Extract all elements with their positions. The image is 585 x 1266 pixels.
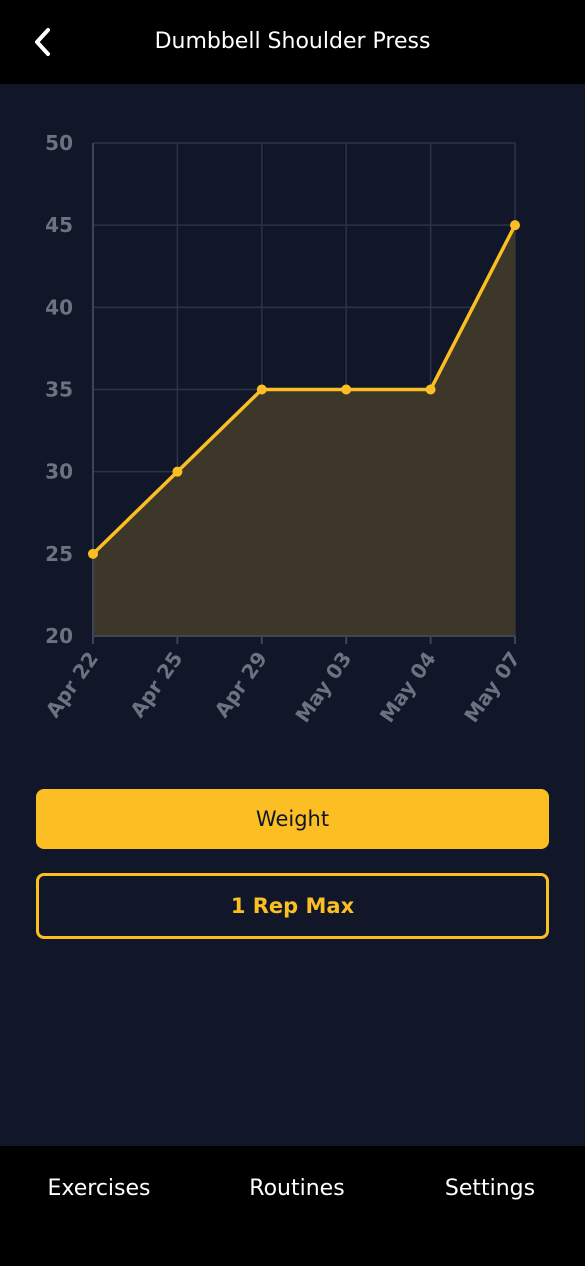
one-rep-max-button[interactable]: 1 Rep Max: [36, 873, 549, 939]
chart-svg: 20 25 30 35 40 45 50 Apr 22 Apr 25 Apr 29 May 03 Ma…: [41, 131, 525, 727]
data-point: [88, 548, 98, 559]
weight-button-label: Weight: [255, 807, 330, 831]
chart-area-fill: [93, 225, 515, 636]
y-tick-label: 25: [45, 542, 73, 566]
top-bar: Dumbbell Shoulder Press: [0, 0, 585, 84]
x-tick-label: Apr 29: [210, 647, 272, 722]
y-tick-label: 35: [45, 378, 73, 402]
one-rep-max-button-label: 1 Rep Max: [230, 894, 355, 918]
progress-chart: 20 25 30 35 40 45 50 Apr 22 Apr 25 Apr 29 May 03 Ma…: [0, 84, 585, 764]
bottom-tab-bar: Exercises Routines Settings: [0, 1146, 585, 1266]
data-point: [256, 384, 267, 395]
y-tick-label: 20: [45, 624, 73, 648]
chevron-left-icon: [35, 28, 50, 56]
tab-routines[interactable]: Routines: [249, 1176, 345, 1201]
weight-button[interactable]: Weight: [36, 789, 549, 849]
x-tick-label: Apr 22: [41, 647, 103, 722]
y-tick-label: 40: [45, 295, 73, 319]
data-point: [341, 384, 352, 395]
data-point: [172, 466, 183, 477]
page-title: Dumbbell Shoulder Press: [154, 29, 431, 54]
y-tick-label: 50: [45, 131, 73, 155]
data-point: [510, 220, 520, 231]
y-tick-label: 30: [45, 460, 73, 484]
tab-exercises[interactable]: Exercises: [47, 1176, 151, 1201]
back-button[interactable]: [22, 20, 62, 64]
tab-settings[interactable]: Settings: [444, 1176, 536, 1201]
x-tick-label: May 04: [375, 647, 441, 727]
x-tick-label: Apr 25: [125, 647, 187, 722]
series-line: [91, 223, 517, 556]
x-tick-label: May 07: [459, 647, 525, 727]
x-tick-label: May 03: [290, 647, 356, 727]
data-point: [425, 384, 436, 395]
y-tick-label: 45: [45, 213, 73, 237]
